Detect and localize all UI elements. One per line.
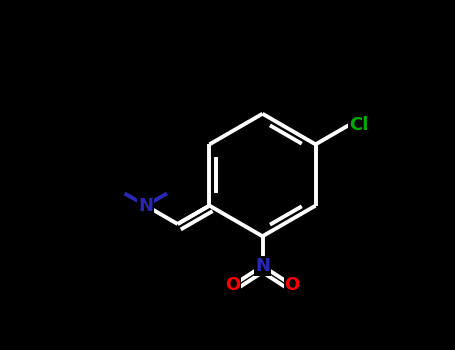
Text: O: O [285, 276, 300, 294]
Text: Cl: Cl [349, 116, 368, 134]
Text: O: O [225, 276, 240, 294]
Text: N: N [138, 197, 153, 215]
Text: N: N [255, 257, 270, 275]
